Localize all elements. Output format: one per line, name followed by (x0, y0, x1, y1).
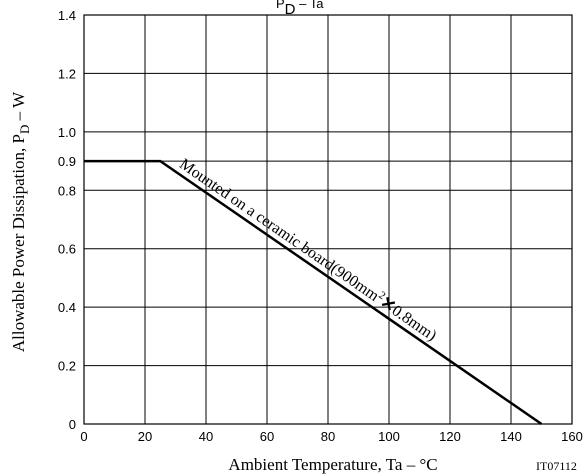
grid (83, 14, 573, 425)
x-tick-label: 160 (561, 429, 583, 444)
y-tick-label: 1.0 (58, 125, 76, 140)
x-tick-label: 60 (260, 429, 274, 444)
x-tick-label: 120 (439, 429, 461, 444)
chart-title-rest: – Ta (296, 0, 325, 11)
x-tick-label: 20 (138, 429, 152, 444)
y-axis-label-rest: – W (9, 91, 28, 125)
y-tick-label: 0.6 (58, 242, 76, 257)
y-tick-label: 1.2 (58, 66, 76, 81)
series-line (84, 159, 543, 426)
annotation-sup: 2 (376, 289, 387, 302)
y-tick-label: 1.4 (58, 8, 76, 23)
y-tick-label: 0.2 (58, 359, 76, 374)
y-axis-label: Allowable Power Dissipation, PD – W (9, 91, 32, 352)
y-tick-label: 0 (69, 417, 76, 432)
x-tick-label: 140 (500, 429, 522, 444)
y-tick-label: 0.9 (58, 154, 76, 169)
x-axis-ticks: 0 20 40 60 80 100 120 140 160 (80, 429, 582, 444)
x-tick-label: 0 (80, 429, 87, 444)
x-tick-label: 40 (199, 429, 213, 444)
y-axis-ticks: 0 0.2 0.4 0.6 0.8 0.9 1.0 1.2 1.4 (58, 8, 76, 432)
annotation-label: Mounted on a ceramic board(900mm2✕0.8mm) (176, 154, 440, 345)
x-tick-label: 80 (321, 429, 335, 444)
x-tick-label: 100 (378, 429, 400, 444)
y-tick-label: 0.4 (58, 300, 76, 315)
y-axis-label-main: Allowable Power Dissipation, P (9, 134, 28, 352)
chart-title-sub: D (285, 1, 296, 18)
chart-title-main: P (276, 0, 285, 11)
annotation-pre: Mounted on a ceramic board(900mm (176, 156, 382, 306)
y-axis-label-sub: D (17, 125, 32, 134)
plot-frame (83, 14, 573, 425)
x-axis-label: Ambient Temperature, Ta – °C (228, 455, 437, 474)
figure-id: IT07112 (536, 459, 577, 473)
svg-text:PD – Ta: PD – Ta (276, 0, 324, 18)
y-tick-label: 0.8 (58, 183, 76, 198)
